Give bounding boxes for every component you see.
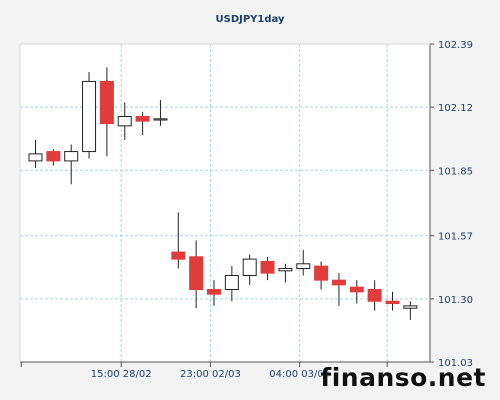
candle [314, 261, 329, 290]
candle-body-bearish [367, 289, 382, 302]
y-axis-tick-label: 102.12 [438, 103, 473, 114]
grid-lines [20, 44, 430, 362]
candle [296, 249, 311, 276]
candle-body-bullish [117, 115, 132, 127]
candle-body-bearish [189, 256, 204, 291]
candle-body-bearish [135, 115, 150, 122]
candle-body-bullish [153, 118, 168, 121]
candle [135, 111, 150, 136]
y-axis-tick-label: 101.03 [438, 358, 473, 369]
candle-body-bullish [242, 258, 257, 276]
candle-body-bearish [207, 289, 221, 295]
candle [224, 266, 239, 302]
candle [117, 102, 132, 140]
candle-body-bullish [224, 274, 239, 291]
candle-body-bearish [171, 251, 186, 260]
candle [207, 280, 221, 306]
candle [171, 212, 186, 269]
candle [349, 280, 364, 304]
candle-body-bullish [403, 305, 418, 309]
candle [99, 67, 114, 157]
axes [19, 43, 434, 367]
candle-body-bearish [260, 260, 275, 274]
x-axis-tick-label: 23:00 02/03 [180, 369, 241, 380]
candle-body-bearish [46, 151, 61, 162]
y-axis-tick-labels: 102.39 102.12 101.85 101.57 101.30 101.03 [438, 40, 473, 369]
y-axis-tick-label: 101.85 [438, 166, 473, 177]
x-axis-tick-labels: 15:00 28/02 23:00 02/03 04:00 03/03 [91, 369, 330, 380]
candle [260, 256, 275, 281]
candle [367, 280, 382, 311]
candle-body-bearish [314, 265, 329, 281]
y-axis-tick-label: 101.57 [438, 232, 473, 243]
candle [46, 149, 61, 166]
candle [64, 144, 79, 185]
candle [331, 273, 346, 306]
candle-body-bearish [99, 80, 114, 124]
candle-body-bearish [385, 300, 400, 305]
candle [242, 254, 257, 285]
candle [153, 100, 168, 126]
x-axis-tick-label: 15:00 28/02 [91, 369, 152, 380]
candle [278, 263, 293, 283]
candle-body-bullish [82, 80, 97, 153]
candle-body-bearish [349, 286, 364, 293]
candle-body-bullish [278, 267, 293, 272]
candle [28, 139, 43, 168]
candle [403, 301, 418, 320]
candle-body-bearish [331, 279, 346, 286]
chart-title: USDJPY1day [216, 14, 285, 25]
candles [28, 67, 418, 320]
candle-body-bullish [296, 263, 311, 269]
watermark-logo: finanso.net [320, 363, 486, 392]
y-axis-tick-label: 101.30 [438, 295, 473, 306]
candle [189, 240, 204, 309]
plot-area [20, 44, 430, 362]
x-axis-tick-label: 04:00 03/03 [269, 369, 330, 380]
y-axis-tick-label: 102.39 [438, 40, 473, 51]
candle [82, 72, 97, 159]
candle-body-bullish [28, 153, 43, 162]
candle-body-bullish [64, 151, 79, 162]
candle [385, 291, 400, 311]
